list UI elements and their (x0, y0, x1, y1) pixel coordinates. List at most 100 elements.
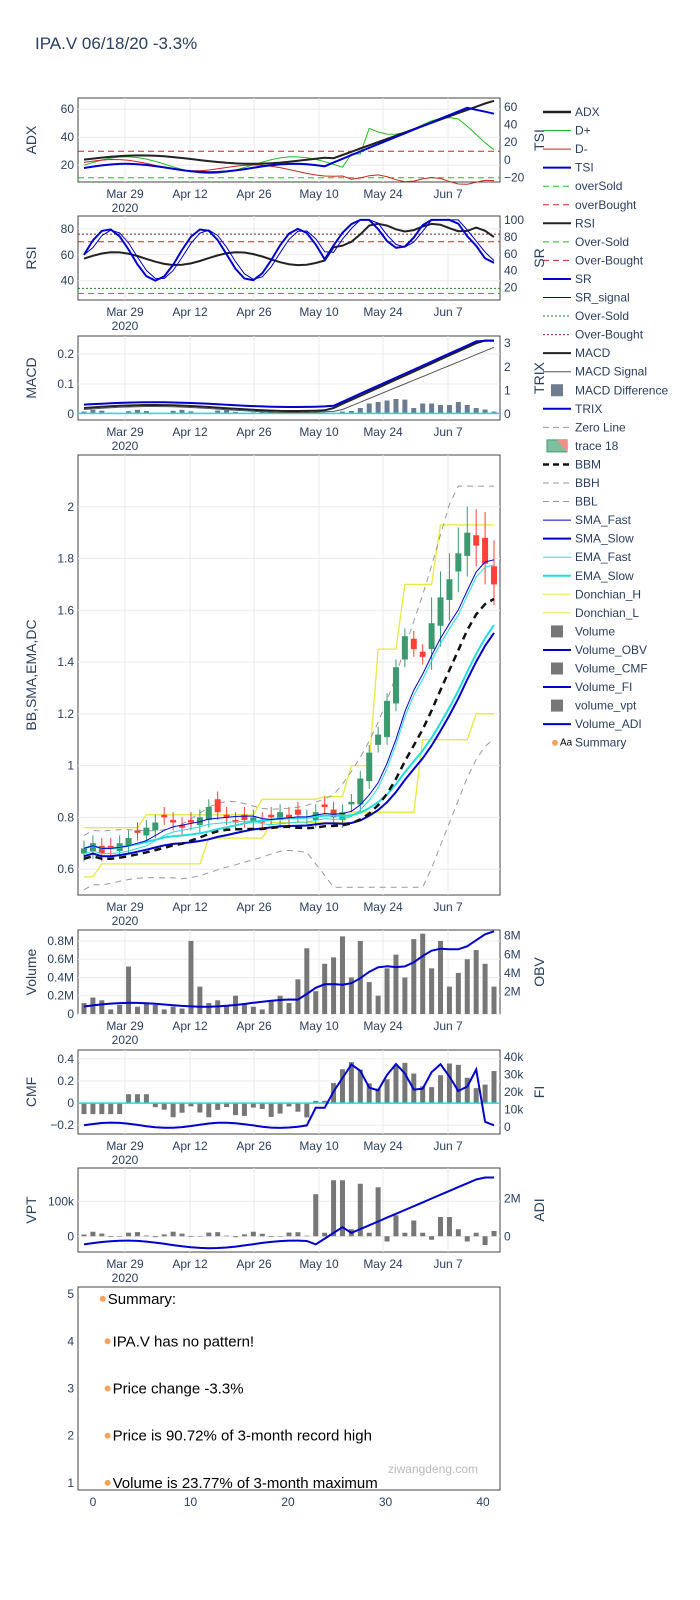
adx-y2-tick-label: 20 (504, 135, 518, 149)
candle-body (357, 778, 364, 805)
summary-y-tick-label: 3 (67, 1382, 74, 1396)
vpt-bar (143, 1235, 149, 1237)
volume-bar (152, 1004, 158, 1014)
macd-difference-bar (134, 409, 140, 414)
vpt-x-tick-year: 2020 (112, 1271, 139, 1285)
cmf-bar (143, 1094, 149, 1104)
volume-bar (197, 986, 203, 1014)
price-y-tick-label: 1.8 (57, 552, 74, 566)
volume-bar (241, 1003, 247, 1014)
volume-bar (482, 963, 488, 1014)
macd-y-tick-label: 0.1 (57, 377, 74, 391)
vpt-bar (99, 1233, 105, 1237)
vpt-bar (215, 1232, 221, 1237)
adx-y2-tick-label: 40 (504, 118, 518, 132)
vpt-bar (473, 1232, 479, 1237)
legend-label: ADX (575, 105, 600, 119)
volume-y-tick-label: 0.2M (47, 989, 74, 1003)
vpt-bar (357, 1183, 363, 1237)
cmf-bar (375, 1088, 381, 1104)
candle-body (419, 651, 426, 657)
vpt-bar (179, 1233, 185, 1237)
price-x-tick-label: Mar 29 (106, 900, 144, 914)
summary-marker (104, 1385, 111, 1392)
vpt-bar (402, 1232, 408, 1237)
volume-bar (366, 982, 372, 1014)
volume-x-tick-label: Mar 29 (106, 1019, 144, 1033)
legend-label: Zero Line (575, 420, 626, 434)
adx-y-tick-label: 40 (61, 130, 75, 144)
cmf-bar (357, 1069, 363, 1104)
macd-difference-bar (90, 409, 96, 414)
summary-y-tick-label: 4 (67, 1334, 74, 1348)
macd-difference-bar (375, 402, 381, 414)
cmf-bar (384, 1079, 390, 1104)
cmf-x-tick-label: Apr 12 (172, 1139, 208, 1153)
legend-label: BBM (575, 457, 601, 471)
legend-label: Volume (575, 624, 615, 638)
legend-label: Donchian_H (575, 587, 641, 601)
price-y-tick-label: 1.4 (57, 655, 74, 669)
legend-label: Summary (575, 736, 626, 750)
candle-body (446, 579, 453, 600)
cmf-bar (206, 1103, 212, 1118)
volume-bar (259, 1009, 265, 1014)
candle-body (268, 814, 275, 818)
price-y-tick-label: 0.6 (57, 862, 74, 876)
fi-line (83, 1062, 495, 1129)
legend-label: Volume_ADI (575, 717, 642, 731)
legend-label: overBought (575, 198, 637, 212)
vpt-bar (464, 1236, 470, 1242)
volume-bar (322, 963, 328, 1014)
vpt-bar (241, 1234, 247, 1237)
candle-body (179, 825, 186, 828)
volume-bar (411, 939, 417, 1014)
legend-swatch (557, 439, 567, 452)
legend-label: SMA_Slow (575, 532, 634, 546)
trix-line (83, 339, 494, 408)
volume-bar (117, 1004, 123, 1014)
cmf-x-tick-label: Jun 7 (433, 1139, 463, 1153)
rsi-y2-tick-label: 20 (504, 280, 518, 294)
vpt-bar (322, 1232, 328, 1237)
cmf-x-tick-label: May 10 (299, 1139, 339, 1153)
volume-bar (268, 1000, 274, 1014)
chart-title: IPA.V 06/18/20 -3.3% (35, 34, 198, 53)
donchian-high-line (84, 524, 494, 829)
adx-y2-tick-label: 60 (504, 100, 518, 114)
macd-difference-bar (179, 409, 185, 414)
adx-y-tick-label: 20 (61, 158, 75, 172)
volume-axis-title-right: OBV (531, 957, 547, 987)
candle-body (161, 814, 168, 818)
price-y-tick-label: 1.2 (57, 707, 74, 721)
volume-y-tick-label: 0.8M (47, 934, 74, 948)
volume-bar (339, 936, 345, 1014)
macd-difference-bar (366, 403, 372, 414)
legend-label: D+ (575, 124, 591, 138)
macd-y2-tick-label: 0 (504, 407, 511, 421)
vpt-bar (224, 1235, 230, 1237)
cmf-bar (438, 1075, 444, 1104)
rsi-y2-tick-label: 60 (504, 247, 518, 261)
legend-swatch (551, 662, 563, 675)
candle-body (455, 553, 462, 572)
bbl-line (83, 738, 495, 891)
macd-y-tick-label: 0 (67, 407, 74, 421)
summary-x-tick-label: 0 (90, 1495, 97, 1509)
vpt-bar (250, 1231, 256, 1237)
cmf-bar (455, 1064, 461, 1104)
rsi-x-tick-label: Jun 7 (433, 305, 463, 319)
volume-bar (277, 995, 283, 1014)
cmf-bar (268, 1103, 274, 1117)
summary-x-tick-label: 20 (281, 1495, 295, 1509)
adi-line (83, 1176, 494, 1250)
volume-bar (161, 1009, 167, 1014)
candle-body (392, 667, 399, 704)
cmf-x-tick-label: Mar 29 (106, 1139, 144, 1153)
rsi-line (83, 222, 495, 267)
volume-bar (126, 966, 132, 1014)
candle-body (250, 817, 257, 823)
legend-label: BBH (575, 476, 600, 490)
volume-y2-tick-label: 4M (504, 966, 521, 980)
legend-swatch (551, 625, 563, 638)
